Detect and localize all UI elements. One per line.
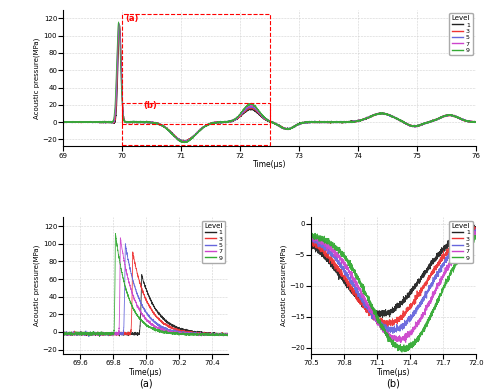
Y-axis label: Acoustic pressure(MPa): Acoustic pressure(MPa) bbox=[33, 245, 40, 326]
Y-axis label: Acoustic pressure(MPa): Acoustic pressure(MPa) bbox=[33, 37, 40, 119]
Text: (a): (a) bbox=[125, 14, 139, 23]
X-axis label: Time(μs): Time(μs) bbox=[377, 368, 410, 377]
Legend: 1, 3, 5, 7, 9: 1, 3, 5, 7, 9 bbox=[449, 13, 473, 55]
Legend: 1, 3, 5, 7, 9: 1, 3, 5, 7, 9 bbox=[449, 221, 473, 263]
Y-axis label: Acoustic pressure(MPa): Acoustic pressure(MPa) bbox=[281, 245, 287, 326]
Bar bbox=[122, 14, 270, 124]
Bar bbox=[122, 103, 270, 145]
Legend: 1, 3, 5, 7, 9: 1, 3, 5, 7, 9 bbox=[202, 221, 225, 263]
Text: (a): (a) bbox=[139, 379, 153, 389]
Text: (b): (b) bbox=[386, 379, 400, 389]
X-axis label: Time(μs): Time(μs) bbox=[253, 160, 286, 169]
X-axis label: Time(μs): Time(μs) bbox=[129, 368, 163, 377]
Text: (b): (b) bbox=[143, 101, 157, 110]
